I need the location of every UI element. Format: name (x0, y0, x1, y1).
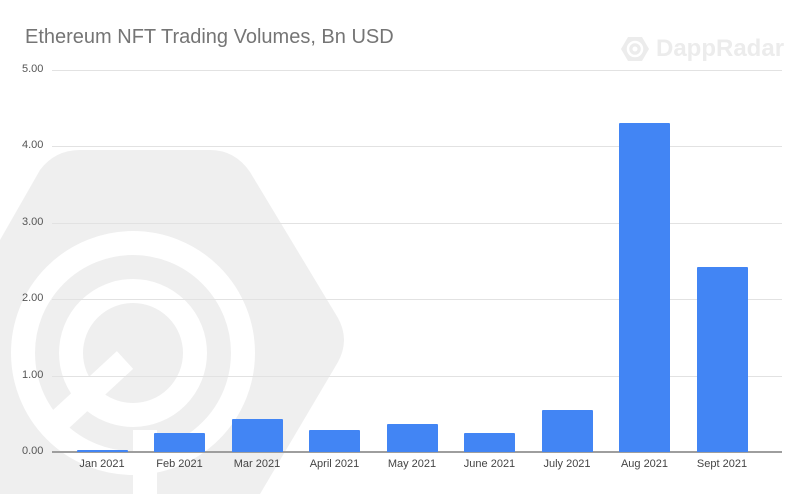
bar[interactable] (76, 449, 128, 452)
y-tick-label: 4.00 (22, 139, 44, 151)
bar[interactable] (154, 432, 205, 452)
chart-title: Ethereum NFT Trading Volumes, Bn USD (25, 26, 394, 48)
bar[interactable] (619, 122, 670, 452)
x-tick-label: Sept 2021 (696, 458, 748, 470)
bar[interactable] (464, 432, 515, 452)
x-axis-line (52, 451, 782, 453)
dappradar-logo-icon (621, 37, 649, 61)
y-tick-label: 0.00 (22, 445, 44, 457)
y-tick-label: 3.00 (22, 216, 44, 228)
bar[interactable] (309, 429, 360, 452)
y-tick-label: 1.00 (22, 369, 44, 381)
gridline (52, 146, 782, 147)
y-tick-label: 5.00 (22, 63, 44, 75)
x-tick-label: June 2021 (463, 458, 516, 470)
brand-name: DappRadar (656, 35, 785, 62)
bar[interactable] (541, 409, 593, 452)
gridline (52, 299, 782, 300)
x-tick-label: Mar 2021 (233, 458, 281, 470)
y-tick-label: 2.00 (22, 292, 44, 304)
x-tick-label: Aug 2021 (620, 458, 669, 470)
bar[interactable] (386, 423, 438, 452)
gridline (52, 223, 782, 224)
x-tick-label: April 2021 (309, 458, 360, 470)
gridline (52, 70, 782, 71)
bar[interactable] (231, 419, 283, 452)
x-tick-label: July 2021 (543, 458, 591, 470)
x-tick-label: Jan 2021 (79, 458, 125, 470)
x-tick-label: Feb 2021 (156, 458, 203, 470)
brand-watermark: DappRadar (620, 34, 784, 64)
bar[interactable] (696, 267, 748, 452)
x-tick-label: May 2021 (387, 458, 437, 470)
gridline (52, 376, 782, 377)
